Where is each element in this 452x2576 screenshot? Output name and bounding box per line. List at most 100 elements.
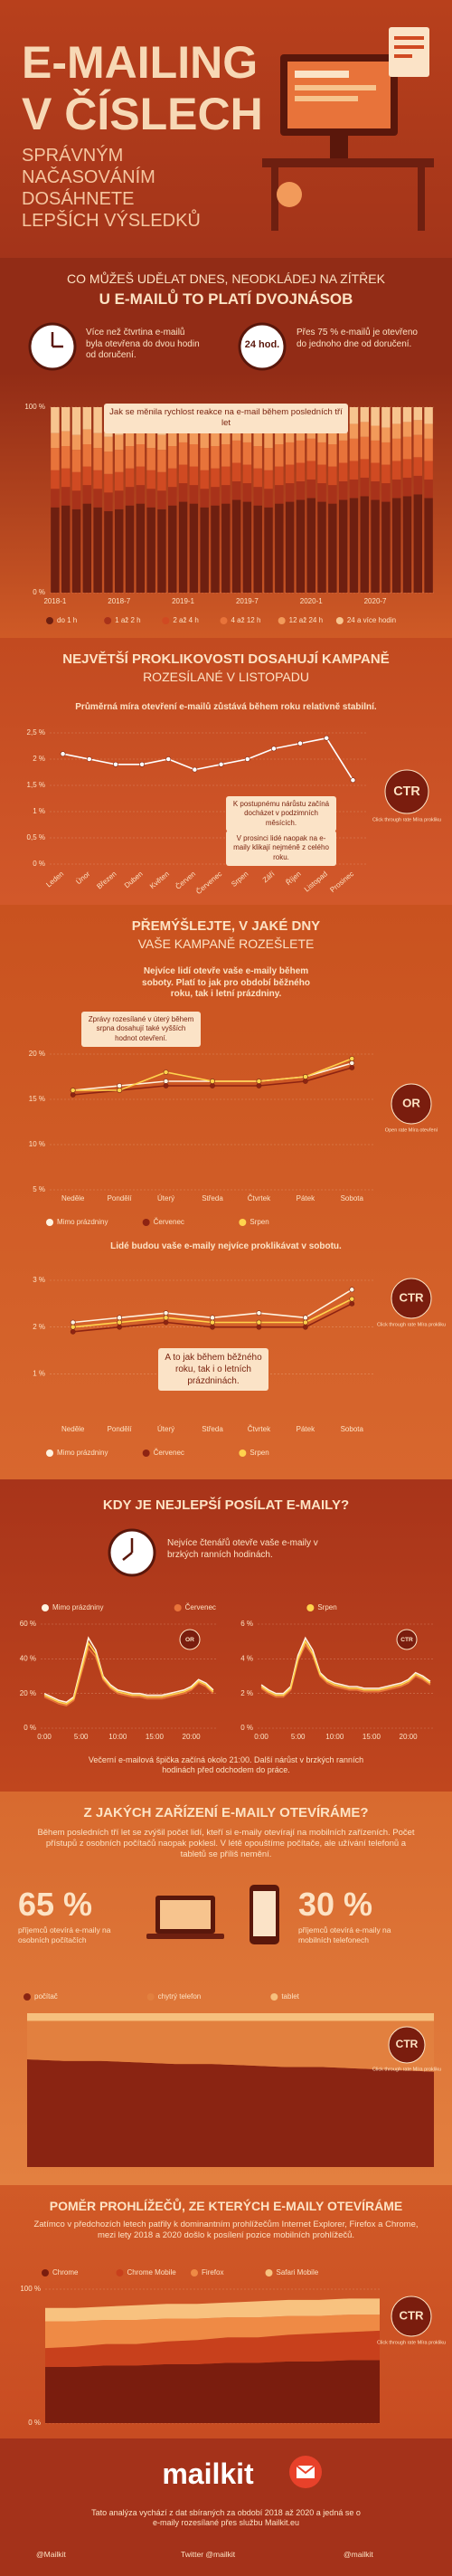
legend-label: 4 až 12 h: [231, 616, 261, 624]
bar-segment: [349, 423, 359, 439]
bar-segment: [402, 422, 412, 437]
y-tick-label: 4 %: [240, 1654, 253, 1662]
point: [302, 1315, 308, 1321]
bar-segment: [104, 452, 113, 474]
bar-segment: [93, 507, 102, 593]
subtitle-line: LEPŠÍCH VÝSLEDKŮ: [22, 211, 201, 231]
bar-segment: [157, 509, 166, 593]
bar-segment: [264, 470, 273, 490]
point: [60, 751, 66, 757]
bar-segment: [51, 470, 60, 490]
legend-label: Červenec: [185, 1603, 216, 1611]
x-tick-label: Středa: [202, 1425, 223, 1433]
x-tick-label: Neděle: [61, 1194, 85, 1202]
line: [260, 1636, 431, 1695]
bar-segment: [51, 507, 60, 593]
point: [349, 1300, 355, 1307]
bar-segment: [424, 407, 433, 424]
badge-label: OR: [402, 1096, 420, 1109]
x-tick-label: Květen: [148, 870, 171, 890]
bar-segment: [360, 496, 369, 593]
point: [139, 761, 145, 767]
bar-segment: [275, 485, 284, 504]
bar-segment: [296, 462, 306, 481]
annotation: A to jak během běžného roku, tak i o let…: [158, 1348, 268, 1391]
point: [70, 1092, 76, 1098]
social-link[interactable]: @Mailkit: [36, 2550, 66, 2559]
y-tick-label: 2 %: [240, 1689, 253, 1697]
clock-icon: [238, 322, 287, 371]
point: [210, 1083, 215, 1088]
bar-segment: [146, 489, 155, 508]
social-link[interactable]: @mailkit: [344, 2550, 373, 2559]
bar-segment: [168, 468, 177, 488]
bar-segment: [285, 442, 295, 465]
point: [165, 756, 172, 762]
bar-segment: [253, 431, 262, 447]
bar-segment: [413, 407, 423, 421]
header-illustration: [262, 27, 434, 231]
section-heading: Z JAKÝCH ZAŘÍZENÍ E-MAILY OTEVÍRÁME?: [83, 1805, 369, 1820]
x-tick-label: 15:00: [363, 1733, 381, 1741]
bar-segment: [317, 427, 326, 442]
bar-segment: [371, 440, 380, 463]
area: [27, 2020, 434, 2072]
area: [45, 2360, 380, 2423]
bar-segment: [338, 425, 348, 441]
point: [244, 756, 250, 762]
x-tick-label: Středa: [202, 1194, 223, 1202]
point: [210, 1324, 215, 1330]
point: [210, 1315, 215, 1321]
bar-segment: [51, 448, 60, 471]
badge-label: OR: [185, 1637, 194, 1643]
bar-segment: [391, 479, 401, 499]
bar-segment: [51, 407, 60, 433]
chart-hours-or: 0 % 20 % 40 % 60 % 0:00 5:00 10:00 15:00 20:00 Mi…: [20, 1603, 337, 1741]
bar-segment: [413, 457, 423, 476]
social-link[interactable]: Twitter @mailkit: [181, 2550, 236, 2559]
legend-swatch: [46, 1450, 53, 1457]
legend-label: Chrome Mobile: [127, 2268, 177, 2277]
bar-segment: [71, 450, 81, 472]
bar-segment: [189, 444, 199, 467]
badge: [391, 1278, 432, 1319]
annotation: K postupnému nárůstu začíná docházet v p…: [226, 796, 336, 832]
bar-segment: [168, 431, 177, 447]
point: [350, 777, 356, 784]
bar-segment: [296, 425, 306, 441]
point: [256, 1324, 262, 1330]
badge: [384, 769, 429, 814]
section-heading: PŘEMÝŠLEJTE, V JAKÉ DNY: [131, 918, 321, 934]
bar-segment: [360, 477, 369, 497]
chart-days-or: 5 % 10 % 15 % 20 % Neděle Pondělí Úterý Středa Č…: [29, 1050, 438, 1226]
bar-segment: [189, 466, 199, 486]
bar-segment: [125, 468, 135, 488]
bar-segment: [125, 431, 135, 447]
bar-segment: [285, 501, 295, 593]
area: [45, 2298, 380, 2322]
section-text: Zatímco v předchozích letech patřily k d…: [33, 2220, 419, 2240]
badge-note: Click through rate Míra prokliku: [372, 2067, 441, 2072]
legend-label: 2 až 4 h: [173, 616, 198, 624]
badge-label: CTR: [399, 1290, 424, 1304]
bar-segment: [168, 505, 177, 593]
bar-segment: [296, 499, 306, 593]
y-tick-label: 1,5 %: [27, 781, 45, 789]
bar-segment: [381, 483, 391, 502]
x-tick-label: 2019-1: [172, 597, 194, 605]
point: [163, 1079, 169, 1084]
point: [117, 1315, 123, 1321]
bar-segment: [413, 475, 423, 495]
x-tick-label: 2020-7: [364, 597, 387, 605]
point: [256, 1079, 262, 1084]
section-bg: [0, 1479, 452, 1792]
bar-segment: [157, 490, 166, 509]
section-heading: KDY JE NEJLEPŠÍ POSÍLAT E-MAILY?: [102, 1497, 350, 1513]
bar-segment: [61, 468, 71, 488]
bar-segment: [424, 423, 433, 439]
bar-segment: [189, 503, 199, 593]
x-tick-label: Čtvrtek: [248, 1425, 271, 1433]
logo: mailkit: [162, 2457, 254, 2490]
bar-segment: [178, 427, 188, 442]
legend-label: Červenec: [154, 1449, 184, 1457]
